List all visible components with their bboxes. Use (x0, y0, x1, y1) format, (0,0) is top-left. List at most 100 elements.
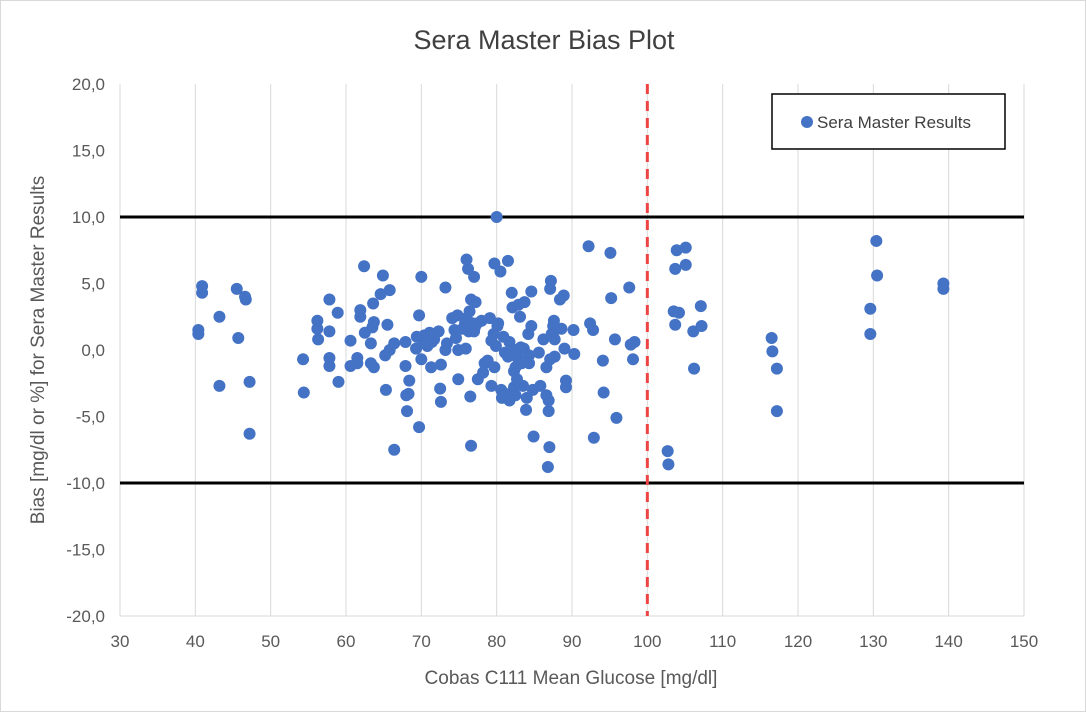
data-point (541, 461, 554, 474)
data-point (449, 332, 462, 345)
x-tick-label: 70 (412, 632, 431, 651)
data-point (383, 284, 396, 297)
data-point (381, 318, 394, 331)
data-point (494, 265, 507, 278)
data-point (213, 310, 226, 323)
data-point (542, 405, 555, 418)
data-point (463, 305, 476, 318)
data-point (605, 292, 618, 305)
x-tick-label: 150 (1010, 632, 1038, 651)
data-point (489, 340, 502, 353)
x-tick-label: 100 (633, 632, 661, 651)
data-point (415, 353, 428, 366)
data-point (451, 309, 464, 322)
data-point (401, 405, 414, 418)
data-point (532, 346, 545, 359)
x-tick-label: 120 (784, 632, 812, 651)
data-point (568, 347, 581, 360)
data-point (367, 297, 380, 310)
data-point (213, 379, 226, 392)
data-point (399, 359, 412, 372)
y-tick-label: 20,0 (72, 75, 105, 94)
data-point (440, 337, 453, 350)
data-point (548, 333, 561, 346)
data-point (628, 336, 641, 349)
data-point (517, 379, 530, 392)
data-point (367, 361, 380, 374)
data-point (402, 387, 415, 400)
data-point (518, 296, 531, 309)
data-point (332, 375, 345, 388)
data-point (623, 281, 636, 294)
data-point (367, 316, 380, 329)
data-point (490, 211, 503, 223)
data-point (465, 439, 478, 452)
data-point (610, 411, 623, 424)
data-point (672, 306, 685, 319)
y-tick-label: 0,0 (81, 341, 105, 360)
data-point (604, 246, 617, 259)
data-point (661, 445, 674, 458)
data-point (548, 350, 561, 363)
data-point (376, 269, 389, 282)
chart-title: Sera Master Bias Plot (413, 25, 675, 55)
data-point (765, 332, 778, 345)
data-point (297, 386, 310, 399)
data-point (477, 366, 490, 379)
reference-lines (120, 84, 1024, 616)
data-point (432, 325, 445, 338)
data-point (239, 293, 252, 306)
data-point (669, 262, 682, 275)
y-tick-labels: 20,0 15,0 10,0 5,0 0,0 -5,0 -10,0 -15,0 -20,0 (66, 75, 105, 626)
data-point (364, 337, 377, 350)
data-point (403, 374, 416, 387)
data-point (679, 258, 692, 271)
data-point (388, 337, 401, 350)
data-point (567, 324, 580, 337)
legend: Sera Master Results (771, 93, 1006, 150)
data-point (695, 320, 708, 333)
data-point (596, 354, 609, 367)
data-point (679, 241, 692, 254)
data-point (555, 322, 568, 335)
y-tick-label: -15,0 (66, 541, 105, 560)
data-point (323, 359, 336, 372)
y-tick-label: 15,0 (72, 142, 105, 161)
data-point (770, 405, 783, 418)
data-point (312, 333, 325, 346)
data-point (434, 382, 447, 395)
legend-marker (801, 116, 813, 128)
data-point (469, 296, 482, 309)
y-tick-label: 10,0 (72, 208, 105, 227)
data-point (323, 293, 336, 306)
legend-label: Sera Master Results (817, 113, 971, 132)
data-point (196, 286, 209, 299)
y-tick-label: -5,0 (76, 408, 105, 427)
data-point (587, 324, 600, 337)
data-point (354, 310, 367, 323)
data-point (425, 361, 438, 374)
data-point (460, 253, 473, 266)
data-point (331, 306, 344, 319)
data-point (468, 270, 481, 283)
data-point (864, 302, 877, 315)
data-point (434, 395, 447, 408)
data-point (662, 458, 675, 471)
x-tick-labels: 30 40 50 60 70 80 90 100 110 120 130 140 150 (111, 632, 1039, 651)
x-tick-label: 130 (859, 632, 887, 651)
data-point (525, 320, 538, 333)
data-point (509, 389, 522, 402)
x-tick-label: 80 (487, 632, 506, 651)
data-point (452, 373, 465, 386)
data-point (669, 318, 682, 331)
data-point (230, 282, 243, 295)
data-point (379, 383, 392, 396)
data-point (766, 345, 779, 358)
data-point (627, 353, 640, 366)
x-tick-label: 40 (186, 632, 205, 651)
data-point (434, 358, 447, 371)
data-point (559, 381, 572, 394)
data-point (485, 379, 498, 392)
data-point (525, 285, 538, 298)
